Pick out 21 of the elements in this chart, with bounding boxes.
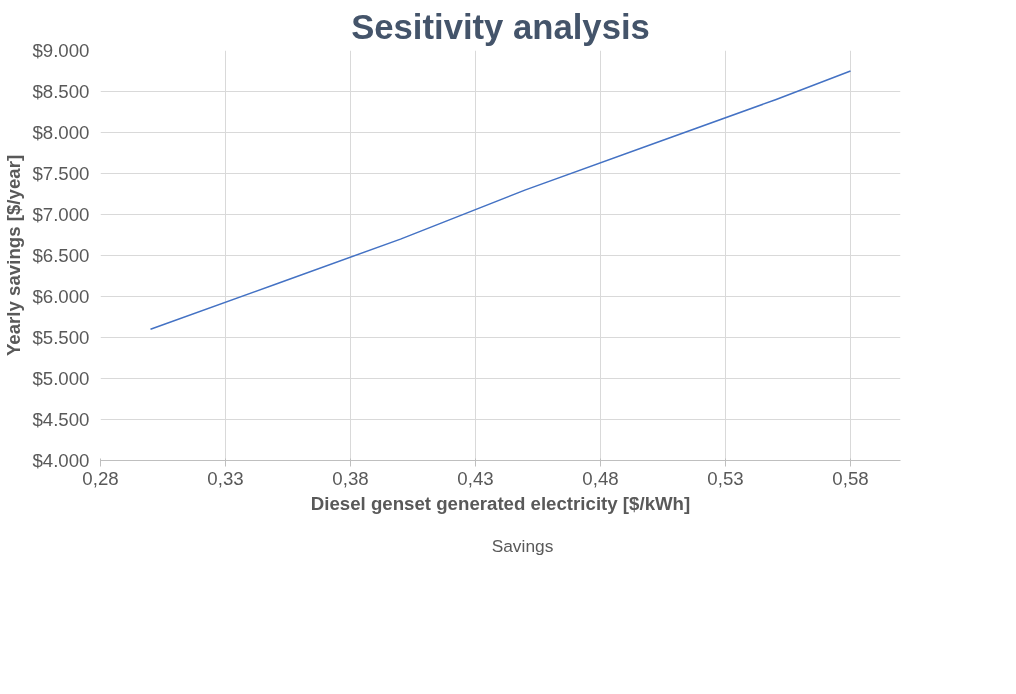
y-tick-label: $5.500 (32, 327, 90, 348)
x-tick-label: 0,33 (207, 467, 244, 489)
y-tick-label: $6.500 (32, 245, 90, 266)
text: Savings (491, 535, 554, 557)
y-axis-title: Yearly savings [$/year] (3, 154, 25, 357)
y-tick-label: $7.500 (32, 163, 90, 184)
y-tick-label: $8.500 (32, 81, 90, 102)
line-series (149, 70, 852, 331)
y-tick-label: $5.000 (32, 368, 90, 389)
x-tick-label: 0,53 (707, 467, 744, 489)
x-tick-label: 0,48 (582, 467, 619, 489)
y-tick-label: $8.000 (32, 122, 90, 143)
y-tick-label: $6.000 (32, 286, 90, 307)
y-tick-label: $7.000 (32, 204, 90, 225)
y-tick-label: $9.000 (32, 40, 90, 61)
x-tick-label: 0,43 (457, 467, 494, 489)
x-axis-title: Diesel genset generated electricity [$/kWh] (310, 492, 691, 514)
chart-title: Sesitivity analysis (351, 7, 650, 46)
y-tick-label: $4.500 (32, 409, 90, 430)
x-tick-label: 0,38 (332, 467, 369, 489)
x-tick-label: 0,58 (832, 467, 869, 489)
